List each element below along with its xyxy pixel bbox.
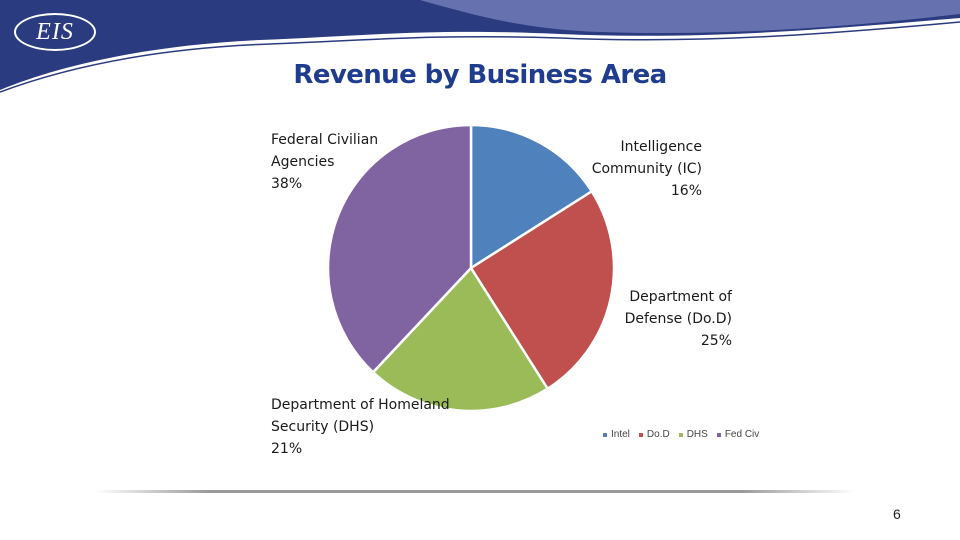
label-pct: 16%	[670, 183, 702, 199]
legend-label: Intel	[611, 429, 630, 440]
slice-dhs	[371, 266, 549, 413]
chart-title: Revenue by Business Area	[293, 60, 667, 90]
legend-label: Fed Civ	[724, 429, 760, 440]
legend-swatch	[716, 432, 721, 437]
legend-label: Do.D	[646, 429, 670, 440]
label-pct: 25%	[700, 333, 732, 349]
slice-dod	[469, 190, 616, 390]
label-federal-civilian: Federal Civilian Agencies 38%	[271, 129, 411, 195]
footer-divider	[95, 490, 855, 493]
eis-logo: EIS	[14, 13, 96, 51]
page-number: 6	[893, 506, 901, 522]
label-homeland-security: Department of Homeland Security (DHS) 21…	[271, 394, 471, 460]
legend-item-dhs: DHS	[678, 429, 708, 440]
legend-swatch	[603, 432, 607, 437]
label-name: Department of Defense (Do.D)	[624, 289, 732, 327]
legend-label: DHS	[686, 429, 708, 440]
label-pct: 38%	[271, 176, 303, 192]
slice-intel	[469, 123, 593, 270]
label-name: Department of Homeland Security (DHS)	[271, 397, 450, 435]
legend-item-dod: Do.D	[638, 429, 670, 440]
legend-swatch	[678, 432, 683, 437]
label-name: Federal Civilian Agencies	[271, 132, 379, 170]
header-banner	[0, 0, 960, 93]
slice-fed-civ	[326, 123, 473, 374]
label-department-of-defense: Department of Defense (Do.D) 25%	[592, 286, 732, 352]
chart-legend: Intel Do.D DHS Fed Civ	[603, 429, 759, 440]
legend-item-intel: Intel	[603, 429, 630, 440]
label-name: Intelligence Community (IC)	[591, 139, 702, 177]
legend-item-fed-civ: Fed Civ	[716, 429, 760, 440]
label-intelligence-community: Intelligence Community (IC) 16%	[560, 136, 702, 202]
legend-swatch	[638, 432, 643, 437]
label-pct: 21%	[271, 441, 303, 457]
